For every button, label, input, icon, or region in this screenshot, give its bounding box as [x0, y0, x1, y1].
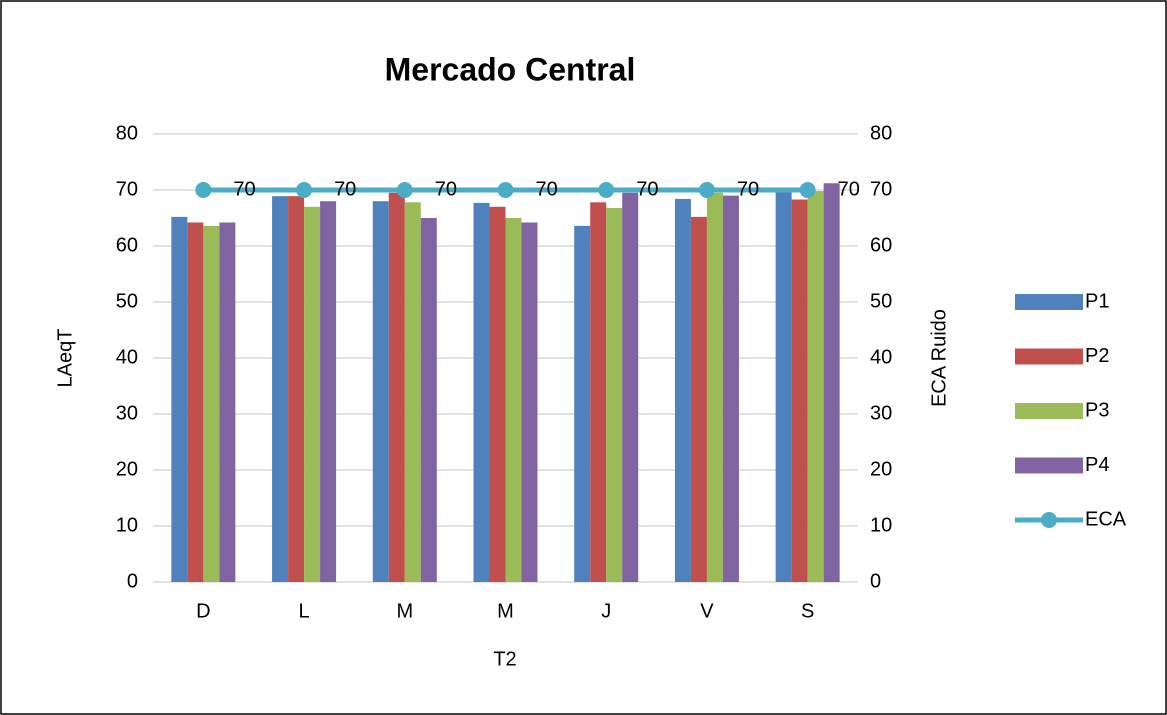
legend-label: P4	[1085, 454, 1109, 476]
line-marker	[598, 182, 615, 198]
y2-axis-title: ECA Ruido	[928, 309, 950, 407]
bar	[690, 216, 707, 582]
bar	[674, 198, 691, 582]
legend-swatch	[1015, 294, 1083, 310]
bar	[272, 196, 289, 582]
x-tick-label: J	[601, 600, 611, 622]
bar	[473, 202, 490, 582]
bar	[722, 195, 739, 582]
line-marker	[396, 182, 413, 198]
x-tick-label: M	[396, 600, 413, 622]
data-label: 70	[838, 178, 860, 200]
y-tick-label: 10	[116, 514, 138, 536]
bar	[775, 191, 792, 582]
y-tick-label: 20	[116, 458, 138, 480]
legend-label: P3	[1085, 399, 1109, 421]
bar	[203, 225, 220, 582]
bar	[388, 192, 405, 583]
x-tick-label: L	[299, 600, 310, 622]
bar	[404, 202, 421, 582]
y2-tick-label: 10	[870, 514, 892, 536]
legend-swatch	[1015, 403, 1083, 419]
y2-tick-label: 0	[870, 570, 881, 592]
y2-tick-label: 70	[870, 178, 892, 200]
data-label: 70	[536, 178, 558, 200]
line-marker	[296, 182, 313, 198]
bar	[574, 225, 591, 582]
data-label: 70	[636, 178, 658, 200]
legend-label: P2	[1085, 345, 1109, 367]
y-tick-label: 50	[116, 290, 138, 312]
y-tick-label: 60	[116, 234, 138, 256]
y2-tick-label: 80	[870, 122, 892, 144]
line-marker	[698, 182, 715, 198]
bar	[187, 222, 204, 583]
bar	[288, 196, 305, 582]
x-tick-label: V	[700, 600, 714, 622]
y-tick-label: 30	[116, 402, 138, 424]
legend-label: ECA	[1085, 508, 1127, 530]
y2-tick-label: 20	[870, 458, 892, 480]
y2-tick-label: 30	[870, 402, 892, 424]
bar	[706, 192, 723, 583]
x-tick-label: S	[801, 600, 814, 622]
bar	[372, 201, 389, 582]
y-tick-label: 70	[116, 178, 138, 200]
bar	[304, 206, 321, 583]
x-tick-label: D	[196, 600, 210, 622]
bar	[171, 216, 188, 582]
bar	[606, 207, 623, 583]
x-tick-label: M	[497, 600, 514, 622]
y-axis-title: LAeqT	[54, 329, 76, 388]
bar	[320, 201, 337, 582]
data-label: 70	[233, 178, 255, 200]
y2-tick-label: 50	[870, 290, 892, 312]
bar	[505, 218, 522, 582]
bar	[590, 202, 607, 582]
bar	[489, 206, 506, 583]
data-label: 70	[737, 178, 759, 200]
y2-tick-label: 40	[870, 346, 892, 368]
y-tick-label: 80	[116, 122, 138, 144]
bar	[420, 218, 437, 582]
legend-swatch	[1015, 348, 1083, 365]
bar	[622, 192, 639, 583]
chart-title: Mercado Central	[385, 51, 636, 87]
line-marker	[799, 182, 816, 198]
line-marker	[497, 182, 514, 198]
bar	[219, 222, 236, 583]
data-label: 70	[334, 178, 356, 200]
bar	[791, 199, 808, 582]
y2-tick-label: 60	[870, 234, 892, 256]
legend-marker	[1041, 512, 1057, 528]
x-axis-title: T2	[493, 648, 516, 670]
legend-swatch	[1015, 457, 1083, 474]
legend-label: P1	[1085, 290, 1109, 312]
data-label: 70	[435, 178, 457, 200]
bar	[807, 191, 824, 582]
bar	[823, 183, 840, 582]
bar	[521, 222, 538, 583]
y-tick-label: 0	[127, 570, 138, 592]
line-marker	[195, 182, 212, 198]
y-tick-label: 40	[116, 346, 138, 368]
